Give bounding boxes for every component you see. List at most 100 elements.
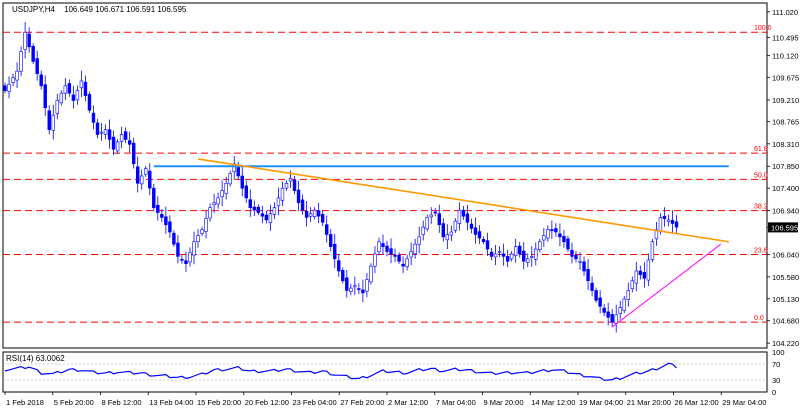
candle-body (260, 213, 265, 217)
candle-body (477, 231, 482, 239)
time-tick-label: 20 Feb 12:00 (245, 398, 289, 407)
candle (35, 50, 39, 81)
candle (425, 214, 429, 232)
rsi-tick-label: 0 (772, 388, 776, 397)
candle (111, 130, 116, 156)
candle-body (546, 229, 550, 239)
time-tick-label: 21 Mar 20:00 (627, 398, 671, 407)
candle (654, 221, 659, 246)
candle (401, 256, 405, 274)
candle-body (127, 140, 132, 145)
candle (534, 242, 538, 266)
candle (501, 243, 506, 266)
candle (369, 263, 373, 285)
price-tick-label: 105.580 (772, 273, 799, 282)
candle (646, 253, 651, 286)
candle-body (333, 244, 337, 260)
candle (296, 181, 301, 211)
candle-body (300, 199, 305, 211)
candle-body (586, 268, 590, 282)
candle-body (638, 270, 643, 275)
candle (650, 238, 655, 263)
candle-body (417, 236, 421, 245)
candle-body (361, 289, 365, 294)
candle-body (67, 83, 72, 94)
candle (312, 207, 317, 220)
candle-body (473, 227, 478, 235)
candle-body (425, 217, 429, 230)
candle (437, 204, 441, 233)
candle-body (485, 240, 490, 250)
time-tick-label: 23 Feb 04:00 (293, 398, 337, 407)
candle (272, 202, 277, 220)
candle-body (357, 288, 361, 290)
candle (574, 251, 578, 263)
candle-body (453, 220, 458, 231)
candle-body (457, 209, 462, 224)
price-tick-label: 109.210 (772, 96, 799, 105)
candle-body (59, 92, 64, 104)
candle (23, 22, 27, 59)
candle-body (63, 85, 68, 94)
current-price-value: 106.595 (771, 223, 798, 232)
candle-body (224, 182, 228, 194)
rsi-line (4, 362, 677, 381)
candle-body (397, 254, 401, 262)
candle-body (107, 129, 112, 140)
candle (333, 234, 337, 269)
candle-body (582, 261, 586, 272)
time-tick-label: 1 Feb 2018 (6, 398, 44, 407)
candle-body (598, 297, 602, 307)
candle (389, 238, 393, 264)
candle (59, 90, 64, 106)
candle (284, 180, 289, 191)
candle (674, 215, 679, 234)
rsi-plot (3, 362, 767, 381)
candle-body (131, 142, 136, 165)
candle-body (449, 231, 454, 236)
current-price-marker: 106.595 (768, 222, 798, 233)
candle-body (39, 74, 43, 87)
candle (83, 75, 88, 102)
candle-body (272, 207, 277, 215)
time-axis: 1 Feb 2018 5 Feb 20:00 8 Feb 12:00 13 Feb 0… (4, 392, 766, 407)
candle (216, 192, 220, 209)
time-tick-label: 8 Feb 12:00 (102, 398, 142, 407)
candle (469, 218, 474, 234)
candle (19, 46, 23, 77)
candle-body (570, 249, 574, 257)
candle (489, 247, 494, 261)
candle (642, 262, 647, 288)
candle-body (441, 223, 446, 238)
candle-body (554, 228, 558, 233)
candle-body (650, 241, 655, 260)
candle (39, 70, 43, 90)
candle (164, 206, 168, 234)
candle (15, 62, 19, 89)
candle (11, 73, 15, 87)
candle (320, 210, 325, 227)
candle (393, 248, 397, 263)
candle-body (345, 277, 349, 291)
candle (397, 252, 401, 264)
candle (622, 296, 626, 314)
candle-body (316, 210, 321, 217)
candle-body (389, 248, 393, 255)
candle (341, 267, 345, 284)
candle (264, 210, 269, 224)
candle-body (47, 110, 51, 130)
candle (51, 104, 55, 140)
fib-level-label: 100.0 (754, 25, 772, 32)
candle-body (674, 221, 679, 228)
candle-body (268, 213, 273, 224)
candle-body (288, 178, 293, 182)
candle (300, 194, 305, 215)
candle (268, 204, 273, 231)
candle (670, 210, 675, 233)
rsi-axis: 100 70 30 0 (772, 348, 785, 397)
candle-body (369, 265, 373, 283)
candle (586, 259, 590, 290)
candle-body (670, 220, 675, 224)
candle-body (381, 243, 385, 247)
candle (304, 201, 309, 227)
